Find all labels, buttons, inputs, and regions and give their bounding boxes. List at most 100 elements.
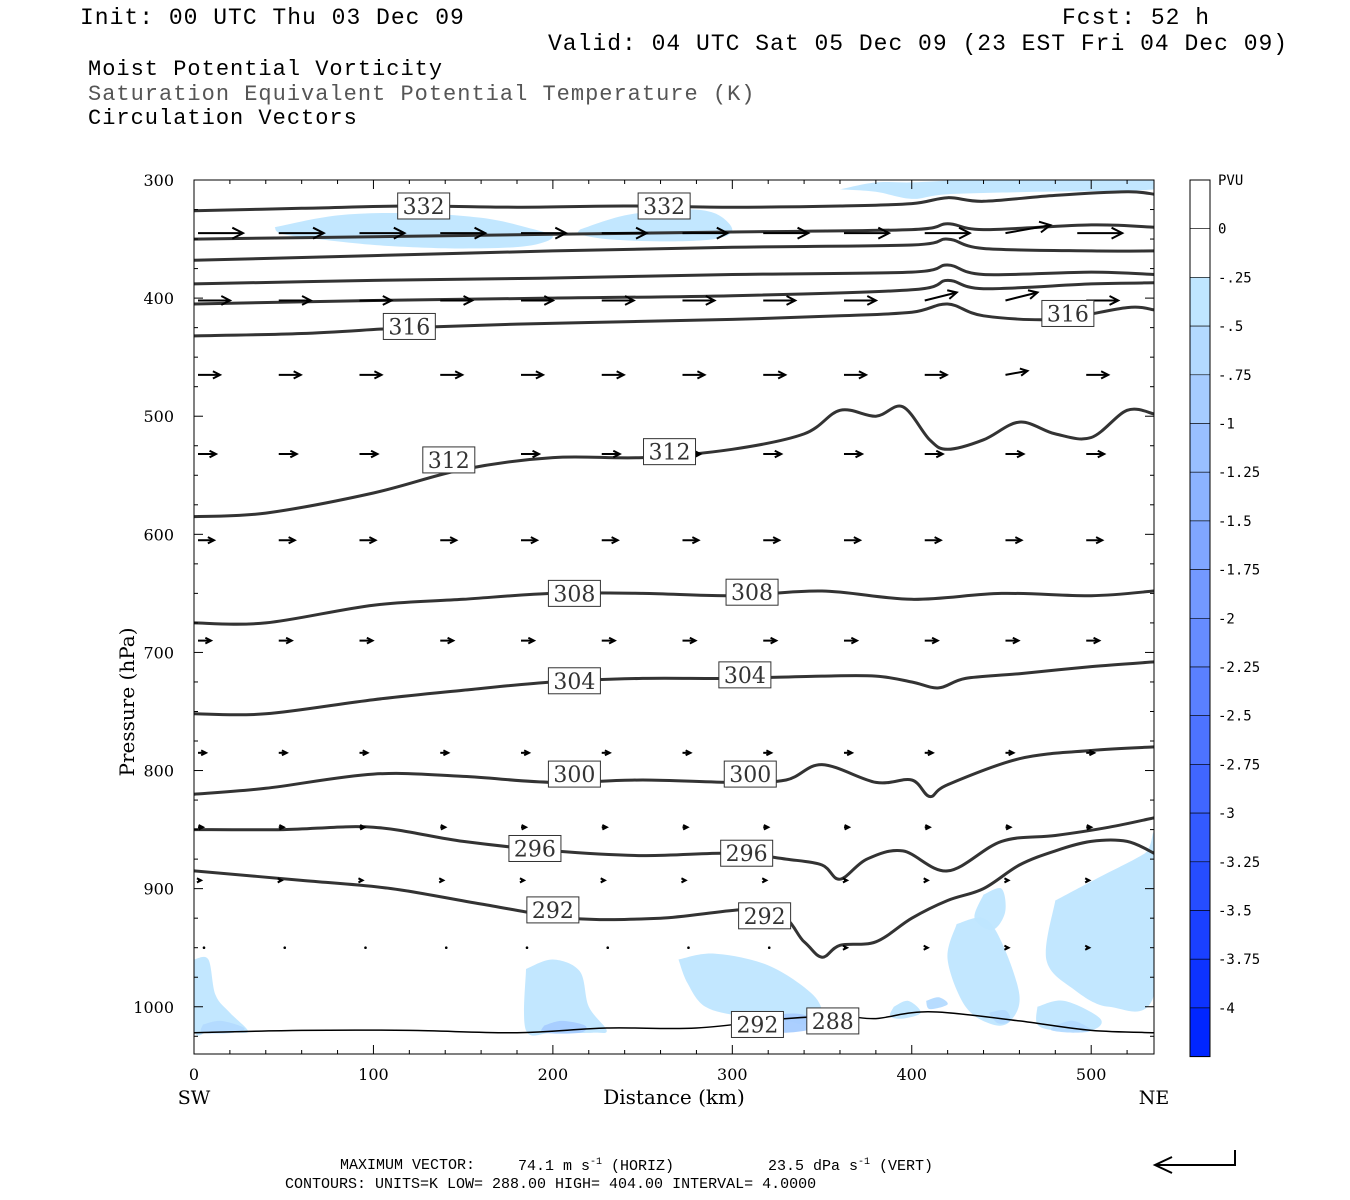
x-tick-label: 300 [717,1065,748,1084]
vector-head [946,289,959,300]
circulation-vector [440,636,456,645]
circulation-vector [923,944,930,951]
colorbar-label: -.25 [1218,270,1252,286]
max-vector-prefix: MAXIMUM VECTOR: [340,1157,476,1174]
circulation-vector [1005,536,1024,545]
vector-head [616,370,626,380]
vector-head [454,370,465,380]
vector-head [370,449,380,459]
circulation-vector [601,226,649,240]
circulation-vector [767,946,771,950]
vector-head [797,226,811,240]
vector-head [1084,944,1092,951]
vector-head [527,636,537,645]
vector-head [288,536,297,545]
vector-head [635,226,649,240]
max-vector-horiz: 74.1 m s-1 (HORIZ) [518,1157,674,1175]
vector-head [523,749,532,757]
pv-region [200,1020,245,1034]
pv-region [274,212,553,249]
circulation-vector [283,946,287,950]
circulation-vector [1005,636,1021,645]
colorbar-cell [1189,812,1211,863]
vector-head [680,877,688,884]
x-end-label-ne: NE [1139,1087,1170,1109]
contour-label-text: 312 [428,449,470,474]
circulation-vector [924,749,935,757]
circulation-vector [924,226,972,240]
circulation-vector [359,449,380,459]
circulation-vector [520,636,537,645]
y-tick-label: 800 [143,762,174,781]
theta-contour [194,237,1154,262]
circulation-vector [359,370,384,380]
contour-label-box [547,667,601,695]
contour-label: 292 [730,1010,784,1038]
contour-label-text: 288 [812,1010,854,1035]
vector-head [231,226,246,240]
plot-content: 332 332 316 316 312 312 308 308 304 304 300 300 296 2… [194,180,1154,1038]
vector-head [212,370,223,380]
contour-label-box [547,760,601,788]
vector-head [196,877,204,884]
contour-label-box [547,579,601,607]
vector-head [612,449,622,459]
theta-contour [194,838,1154,959]
init-time: Init: 00 UTC Thu 03 Dec 09 [80,5,465,31]
circulation-vector [520,824,529,831]
x-axis-label: Distance (km) [603,1085,745,1109]
vert-suffix: (VERT) [879,1158,934,1175]
colorbar-label: -1.75 [1218,563,1260,579]
circulation-vector [682,295,717,306]
vector-head [939,370,949,380]
circulation-vector [601,536,620,545]
circulation-vector [1005,367,1030,377]
pv-region [840,180,1154,199]
circulation-vector [843,226,892,240]
circulation-vector [359,226,407,240]
vector-head [846,749,855,757]
y-tick-label: 1000 [133,998,174,1017]
circulation-vector [198,824,206,831]
circulation-vector [1005,749,1016,757]
vector-head [373,370,384,380]
circulation-vector [842,877,850,884]
circulation-vector [682,536,701,545]
vector-head [923,877,930,884]
circulation-vector [1086,636,1102,645]
contour-label-box [643,438,697,466]
circulation-vector [525,946,529,950]
vector-head [923,944,930,951]
vector-head [438,877,446,884]
vector-head [357,877,365,884]
vector-head [786,295,798,306]
contour-label-text: 308 [731,581,773,606]
contour-label-text: 312 [649,441,691,466]
colorbar-label: -1.5 [1218,514,1252,530]
contour-label: 316 [1041,299,1095,327]
vector-shaft [1005,291,1038,302]
circulation-vector [278,749,289,757]
vector-head [763,824,771,831]
contour-label: 308 [725,578,779,606]
vector-head [535,370,546,380]
theta-contour [194,745,1154,799]
vector-head [691,536,701,545]
vector-head [1109,295,1121,306]
colorbar-label: -1.25 [1218,465,1260,481]
vector-head [689,636,698,645]
vector-head [277,877,284,884]
contour-label: 296 [508,834,562,862]
circulation-vector [198,449,219,459]
circulation-vector [682,824,690,831]
vector-head [1100,370,1111,380]
circulation-vector [520,449,542,459]
contour-label-text: 332 [643,195,685,220]
colorbar-cell [1189,179,1211,230]
contour-label-text: 296 [726,842,768,867]
circulation-vector [761,877,769,884]
contour-label-box [422,446,476,474]
circulation-vector [444,946,448,950]
field-title-vectors: Circulation Vectors [88,106,358,131]
vector-head [281,749,289,757]
